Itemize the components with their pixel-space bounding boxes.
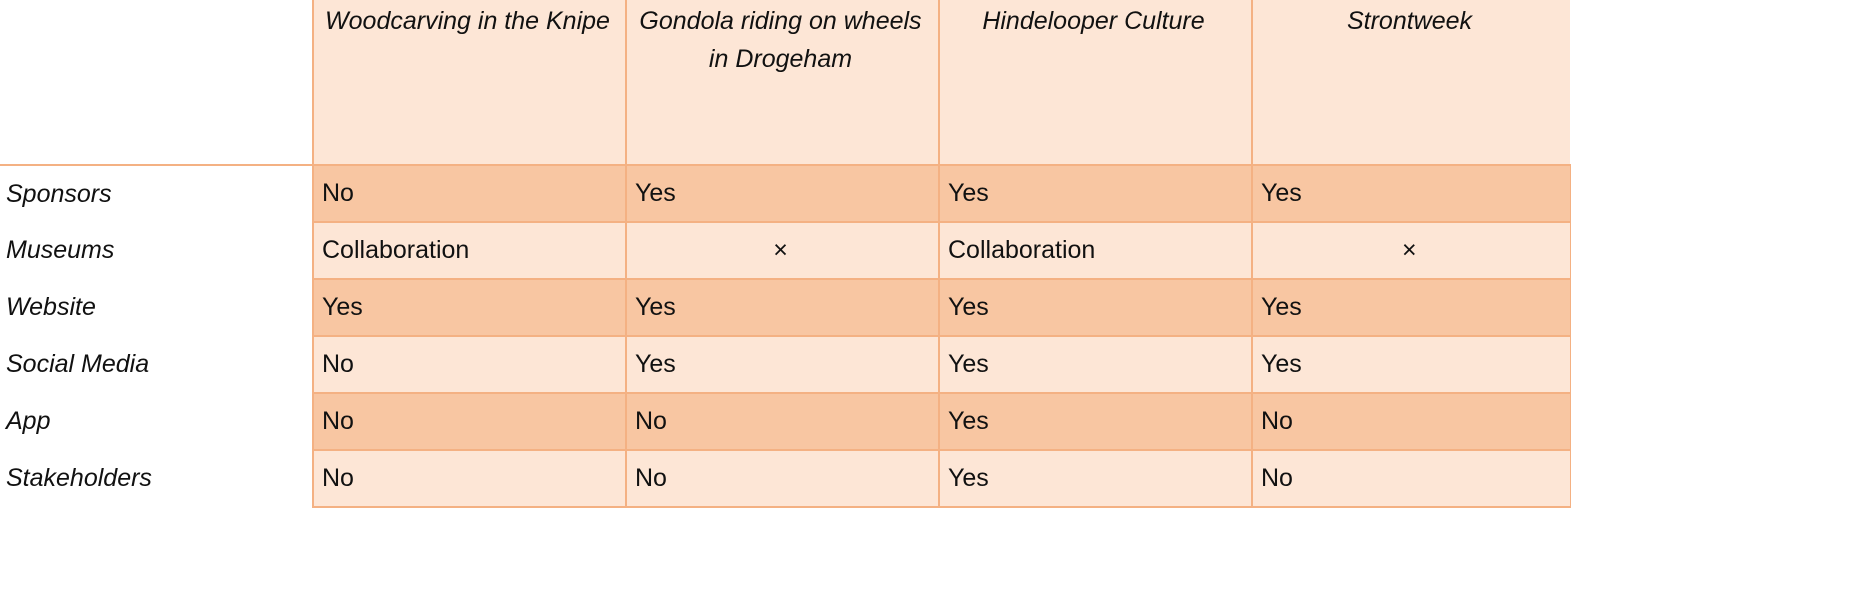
table-row: Sponsors No Yes Yes Yes (0, 164, 1571, 223)
table-cell: Yes (938, 449, 1253, 508)
row-label: Museums (0, 222, 314, 279)
table-cell: Yes (938, 164, 1253, 223)
table-cell: No (312, 335, 627, 394)
row-label: Stakeholders (0, 450, 314, 507)
table-cell: Yes (1251, 335, 1571, 394)
table-cell: Yes (938, 278, 1253, 337)
table-cell: Yes (938, 335, 1253, 394)
table-cell: No (1251, 449, 1571, 508)
table-cell: Yes (625, 164, 940, 223)
table-cell: Yes (1251, 278, 1571, 337)
table-cell: No (625, 392, 940, 451)
corner-cell (0, 0, 313, 166)
column-header: Strontweek (1251, 0, 1570, 166)
column-header: Hindelooper Culture (938, 0, 1252, 166)
table-cell: No (312, 449, 627, 508)
table-cell: No (312, 164, 627, 223)
table-body: Sponsors No Yes Yes Yes Museums Collaboration ×… (0, 164, 1571, 508)
table-row: Social Media No Yes Yes Yes (0, 335, 1571, 394)
table-cell: Collaboration (938, 221, 1253, 280)
table-row: Website Yes Yes Yes Yes (0, 278, 1571, 337)
column-header: Gondola riding on wheels in Drogeham (625, 0, 939, 166)
table-cell: × (1251, 221, 1571, 280)
table-cell: Yes (312, 278, 627, 337)
table-row: Museums Collaboration × Collaboration × (0, 221, 1571, 280)
row-label: App (0, 393, 314, 450)
table-row: App No No Yes No (0, 392, 1571, 451)
table-cell: × (625, 221, 940, 280)
table-cell: Collaboration (312, 221, 627, 280)
table-cell: No (625, 449, 940, 508)
row-label: Social Media (0, 336, 314, 393)
table-row: Stakeholders No No Yes No (0, 449, 1571, 508)
comparison-table: Woodcarving in the Knipe Gondola riding o… (0, 0, 1571, 508)
table-cell: Yes (938, 392, 1253, 451)
table-cell: Yes (625, 278, 940, 337)
table-cell: Yes (625, 335, 940, 394)
table-cell: No (1251, 392, 1571, 451)
table-cell: Yes (1251, 164, 1571, 223)
row-label: Sponsors (0, 165, 314, 222)
header-row: Woodcarving in the Knipe Gondola riding o… (0, 0, 1570, 166)
column-header: Woodcarving in the Knipe (312, 0, 626, 166)
row-label: Website (0, 279, 314, 336)
table-cell: No (312, 392, 627, 451)
